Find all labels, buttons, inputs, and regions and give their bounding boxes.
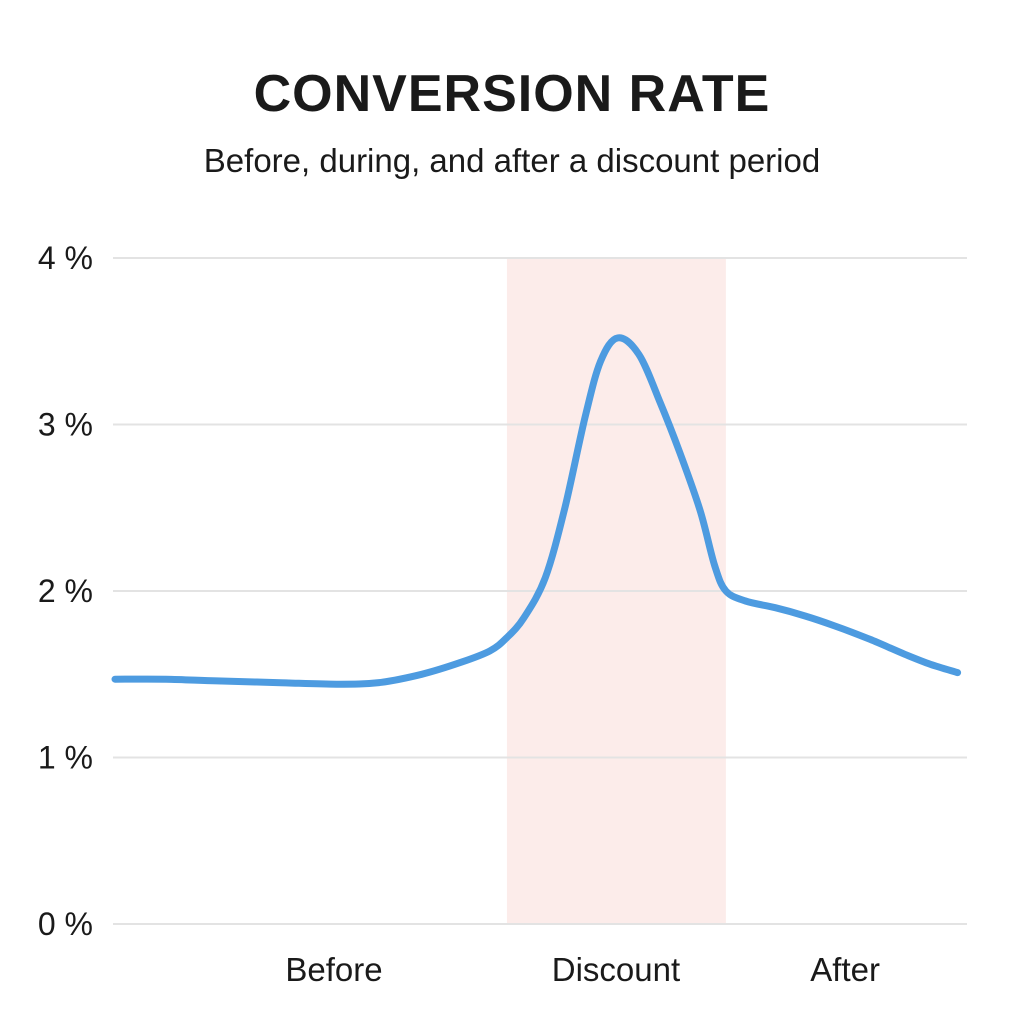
- chart-title: CONVERSION RATE: [253, 65, 771, 123]
- conversion-rate-line: [111, 334, 962, 688]
- y-tick-label-1pct: 1 %: [38, 740, 93, 776]
- chart-subtitle: Before, during, and after a discount per…: [203, 142, 821, 179]
- x-axis-label-after: After: [810, 951, 880, 988]
- y-tick-label-3pct: 3 %: [38, 407, 93, 443]
- x-axis-label-discount: Discount: [552, 951, 680, 988]
- y-tick-label-2pct: 2 %: [38, 573, 93, 609]
- y-tick-label-0pct: 0 %: [38, 906, 93, 942]
- x-axis-label-before: Before: [285, 951, 382, 988]
- y-tick-label-4pct: 4 %: [38, 240, 93, 276]
